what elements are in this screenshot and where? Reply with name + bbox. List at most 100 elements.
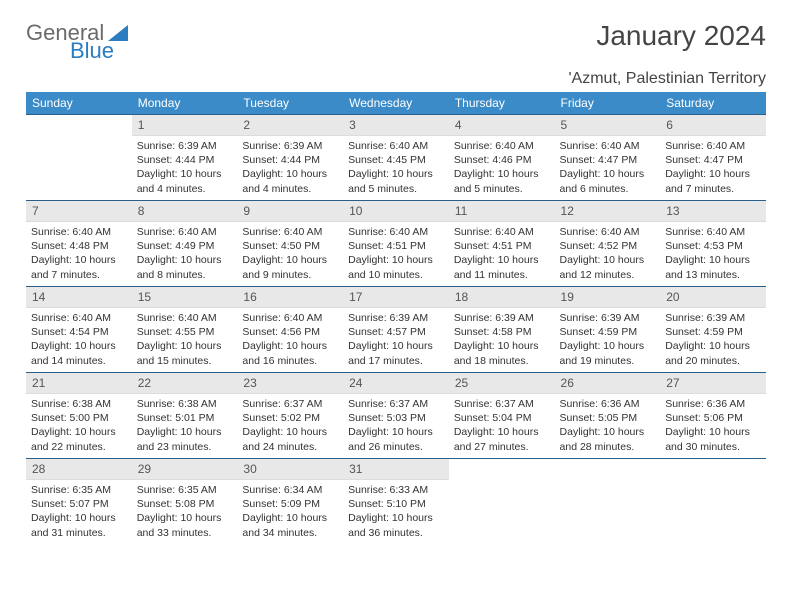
sunset-line: Sunset: 4:59 PM [560, 325, 656, 339]
day-details: Sunrise: 6:39 AMSunset: 4:58 PMDaylight:… [449, 308, 555, 372]
day-details: Sunrise: 6:37 AMSunset: 5:02 PMDaylight:… [237, 394, 343, 458]
sunrise-line: Sunrise: 6:40 AM [560, 139, 656, 153]
day-number: 15 [132, 287, 238, 308]
sunset-line: Sunset: 4:55 PM [137, 325, 233, 339]
daylight-line: Daylight: 10 hours and 23 minutes. [137, 425, 233, 453]
day-number: 8 [132, 201, 238, 222]
calendar-day-cell: 8Sunrise: 6:40 AMSunset: 4:49 PMDaylight… [132, 201, 238, 287]
daylight-line: Daylight: 10 hours and 7 minutes. [31, 253, 127, 281]
sunset-line: Sunset: 4:47 PM [560, 153, 656, 167]
day-number: 20 [660, 287, 766, 308]
calendar-empty-cell [555, 459, 661, 545]
sunrise-line: Sunrise: 6:40 AM [454, 225, 550, 239]
sunset-line: Sunset: 5:04 PM [454, 411, 550, 425]
day-details: Sunrise: 6:39 AMSunset: 4:44 PMDaylight:… [237, 136, 343, 200]
day-number: 11 [449, 201, 555, 222]
calendar-day-cell: 22Sunrise: 6:38 AMSunset: 5:01 PMDayligh… [132, 373, 238, 459]
weekday-header: Saturday [660, 92, 766, 115]
calendar-day-cell: 4Sunrise: 6:40 AMSunset: 4:46 PMDaylight… [449, 115, 555, 201]
day-details: Sunrise: 6:40 AMSunset: 4:49 PMDaylight:… [132, 222, 238, 286]
calendar-day-cell: 1Sunrise: 6:39 AMSunset: 4:44 PMDaylight… [132, 115, 238, 201]
calendar-day-cell: 26Sunrise: 6:36 AMSunset: 5:05 PMDayligh… [555, 373, 661, 459]
day-details: Sunrise: 6:33 AMSunset: 5:10 PMDaylight:… [343, 480, 449, 544]
day-details: Sunrise: 6:39 AMSunset: 4:44 PMDaylight:… [132, 136, 238, 200]
calendar-day-cell: 27Sunrise: 6:36 AMSunset: 5:06 PMDayligh… [660, 373, 766, 459]
calendar-day-cell: 9Sunrise: 6:40 AMSunset: 4:50 PMDaylight… [237, 201, 343, 287]
day-details: Sunrise: 6:40 AMSunset: 4:52 PMDaylight:… [555, 222, 661, 286]
title-block: January 2024 [596, 20, 766, 52]
day-details: Sunrise: 6:40 AMSunset: 4:50 PMDaylight:… [237, 222, 343, 286]
calendar-day-cell: 20Sunrise: 6:39 AMSunset: 4:59 PMDayligh… [660, 287, 766, 373]
day-number: 27 [660, 373, 766, 394]
daylight-line: Daylight: 10 hours and 13 minutes. [665, 253, 761, 281]
calendar-week-row: 1Sunrise: 6:39 AMSunset: 4:44 PMDaylight… [26, 115, 766, 201]
daylight-line: Daylight: 10 hours and 34 minutes. [242, 511, 338, 539]
calendar-day-cell: 19Sunrise: 6:39 AMSunset: 4:59 PMDayligh… [555, 287, 661, 373]
sunset-line: Sunset: 5:02 PM [242, 411, 338, 425]
logo-word2: Blue [70, 38, 114, 63]
sunset-line: Sunset: 5:01 PM [137, 411, 233, 425]
weekday-header: Friday [555, 92, 661, 115]
sunset-line: Sunset: 4:52 PM [560, 239, 656, 253]
day-details: Sunrise: 6:40 AMSunset: 4:47 PMDaylight:… [555, 136, 661, 200]
day-details: Sunrise: 6:39 AMSunset: 4:59 PMDaylight:… [660, 308, 766, 372]
calendar-day-cell: 17Sunrise: 6:39 AMSunset: 4:57 PMDayligh… [343, 287, 449, 373]
calendar-day-cell: 5Sunrise: 6:40 AMSunset: 4:47 PMDaylight… [555, 115, 661, 201]
day-details: Sunrise: 6:40 AMSunset: 4:48 PMDaylight:… [26, 222, 132, 286]
day-number: 7 [26, 201, 132, 222]
calendar-empty-cell [26, 115, 132, 201]
day-details: Sunrise: 6:37 AMSunset: 5:03 PMDaylight:… [343, 394, 449, 458]
sunrise-line: Sunrise: 6:39 AM [348, 311, 444, 325]
day-number: 4 [449, 115, 555, 136]
calendar-day-cell: 16Sunrise: 6:40 AMSunset: 4:56 PMDayligh… [237, 287, 343, 373]
day-number: 26 [555, 373, 661, 394]
sunrise-line: Sunrise: 6:33 AM [348, 483, 444, 497]
sunset-line: Sunset: 5:09 PM [242, 497, 338, 511]
day-details: Sunrise: 6:39 AMSunset: 4:59 PMDaylight:… [555, 308, 661, 372]
daylight-line: Daylight: 10 hours and 7 minutes. [665, 167, 761, 195]
sunset-line: Sunset: 4:49 PM [137, 239, 233, 253]
sunrise-line: Sunrise: 6:36 AM [665, 397, 761, 411]
calendar-day-cell: 29Sunrise: 6:35 AMSunset: 5:08 PMDayligh… [132, 459, 238, 545]
sunset-line: Sunset: 5:03 PM [348, 411, 444, 425]
sunrise-line: Sunrise: 6:38 AM [137, 397, 233, 411]
daylight-line: Daylight: 10 hours and 26 minutes. [348, 425, 444, 453]
day-number: 29 [132, 459, 238, 480]
daylight-line: Daylight: 10 hours and 22 minutes. [31, 425, 127, 453]
calendar-day-cell: 3Sunrise: 6:40 AMSunset: 4:45 PMDaylight… [343, 115, 449, 201]
day-number: 25 [449, 373, 555, 394]
day-number: 1 [132, 115, 238, 136]
day-number: 30 [237, 459, 343, 480]
sunrise-line: Sunrise: 6:40 AM [348, 139, 444, 153]
daylight-line: Daylight: 10 hours and 27 minutes. [454, 425, 550, 453]
sunrise-line: Sunrise: 6:40 AM [137, 225, 233, 239]
sunrise-line: Sunrise: 6:40 AM [242, 311, 338, 325]
day-number: 14 [26, 287, 132, 308]
sunrise-line: Sunrise: 6:40 AM [560, 225, 656, 239]
calendar-day-cell: 13Sunrise: 6:40 AMSunset: 4:53 PMDayligh… [660, 201, 766, 287]
sunset-line: Sunset: 4:57 PM [348, 325, 444, 339]
calendar-day-cell: 23Sunrise: 6:37 AMSunset: 5:02 PMDayligh… [237, 373, 343, 459]
sunrise-line: Sunrise: 6:36 AM [560, 397, 656, 411]
sunset-line: Sunset: 5:05 PM [560, 411, 656, 425]
daylight-line: Daylight: 10 hours and 8 minutes. [137, 253, 233, 281]
daylight-line: Daylight: 10 hours and 5 minutes. [348, 167, 444, 195]
day-details: Sunrise: 6:35 AMSunset: 5:08 PMDaylight:… [132, 480, 238, 544]
sunrise-line: Sunrise: 6:40 AM [348, 225, 444, 239]
daylight-line: Daylight: 10 hours and 36 minutes. [348, 511, 444, 539]
calendar-day-cell: 15Sunrise: 6:40 AMSunset: 4:55 PMDayligh… [132, 287, 238, 373]
daylight-line: Daylight: 10 hours and 20 minutes. [665, 339, 761, 367]
day-number: 9 [237, 201, 343, 222]
sunset-line: Sunset: 4:53 PM [665, 239, 761, 253]
calendar-day-cell: 21Sunrise: 6:38 AMSunset: 5:00 PMDayligh… [26, 373, 132, 459]
day-details: Sunrise: 6:40 AMSunset: 4:47 PMDaylight:… [660, 136, 766, 200]
sunset-line: Sunset: 5:08 PM [137, 497, 233, 511]
daylight-line: Daylight: 10 hours and 16 minutes. [242, 339, 338, 367]
sunset-line: Sunset: 4:46 PM [454, 153, 550, 167]
sunrise-line: Sunrise: 6:37 AM [348, 397, 444, 411]
sunset-line: Sunset: 5:10 PM [348, 497, 444, 511]
calendar-body: 1Sunrise: 6:39 AMSunset: 4:44 PMDaylight… [26, 115, 766, 545]
calendar-week-row: 14Sunrise: 6:40 AMSunset: 4:54 PMDayligh… [26, 287, 766, 373]
day-details: Sunrise: 6:40 AMSunset: 4:55 PMDaylight:… [132, 308, 238, 372]
day-details: Sunrise: 6:38 AMSunset: 5:01 PMDaylight:… [132, 394, 238, 458]
